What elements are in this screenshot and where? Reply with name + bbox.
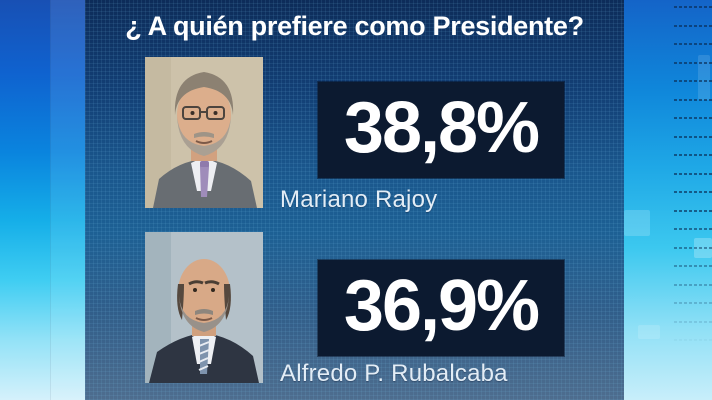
poll-panel: ¿ A quién prefiere como Presidente? <box>85 0 624 400</box>
candidate-name-rubalcaba: Alfredo P. Rubalcaba <box>280 360 508 387</box>
candidate-name-rajoy: Mariano Rajoy <box>280 186 438 213</box>
photo-alfredo-rubalcaba <box>145 232 263 383</box>
poll-question: ¿ A quién prefiere como Presidente? <box>125 11 584 41</box>
percentage-value-rubalcaba: 36,9% <box>343 266 540 346</box>
background-left-gradient <box>0 0 86 400</box>
percentage-value-rajoy: 38,8% <box>343 88 540 168</box>
percentage-box-rubalcaba: 36,9% <box>318 260 564 356</box>
background-right-gradient <box>624 0 712 400</box>
dash-pattern <box>674 6 712 378</box>
glow-rectangle <box>624 210 650 236</box>
photo-mariano-rajoy <box>145 57 263 208</box>
glow-rectangle <box>698 55 710 100</box>
percentage-box-rajoy: 38,8% <box>318 82 564 178</box>
left-gradient-band <box>50 0 86 400</box>
glow-rectangle <box>638 325 660 339</box>
